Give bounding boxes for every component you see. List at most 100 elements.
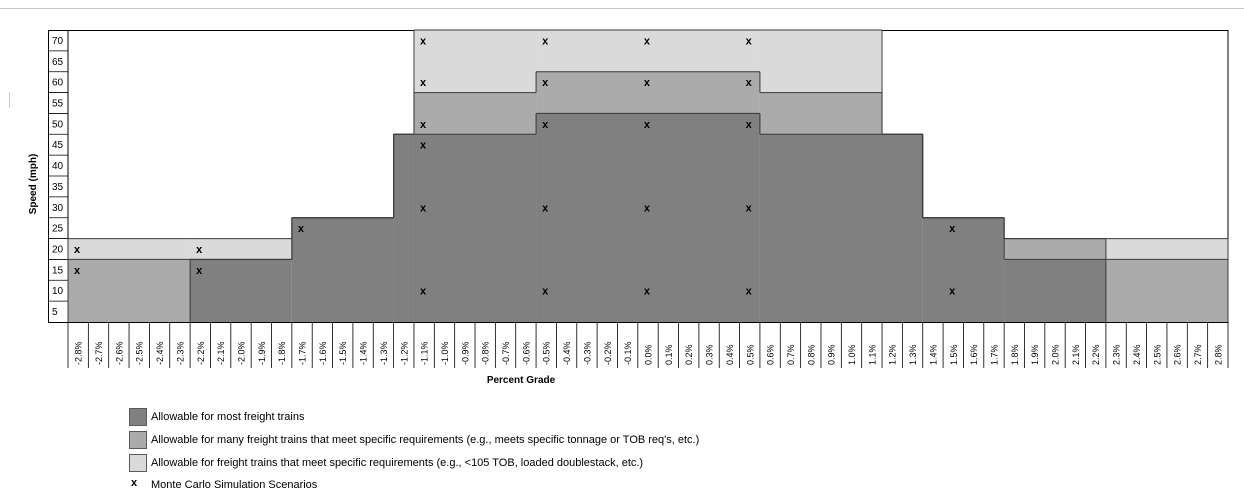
scenario-marker: x xyxy=(420,35,427,47)
x-tick-label: 0.9% xyxy=(827,344,837,365)
x-tick-label: 2.2% xyxy=(1091,344,1101,365)
x-tick-label: 0.8% xyxy=(806,344,816,365)
x-tick-label: -2.5% xyxy=(135,341,145,365)
scenario-marker: x xyxy=(644,119,651,131)
x-tick-label: -0.9% xyxy=(460,341,470,365)
x-tick-label: 1.1% xyxy=(867,344,877,365)
x-tick-label: -1.5% xyxy=(338,341,348,365)
scenario-marker: x xyxy=(949,286,956,298)
scenario-marker: x xyxy=(298,223,305,235)
x-tick-label: 2.8% xyxy=(1213,344,1223,365)
y-axis-title: Speed (mph) xyxy=(28,154,39,215)
scenario-marker: x xyxy=(644,77,651,89)
scenario-marker: x xyxy=(949,223,956,235)
scenario-marker: x xyxy=(74,244,81,256)
x-tick-label: 1.4% xyxy=(928,344,938,365)
legend-marker-x: x xyxy=(131,477,138,489)
x-tick-label: -1.8% xyxy=(277,341,287,365)
x-tick-label: -1.6% xyxy=(318,341,328,365)
x-tick-label: -1.2% xyxy=(399,341,409,365)
region-most xyxy=(291,217,394,322)
region-most xyxy=(393,134,414,322)
y-tick-label: 20 xyxy=(52,245,64,256)
x-tick-label: 1.0% xyxy=(847,344,857,365)
scenario-marker: x xyxy=(542,119,549,131)
legend-label-most: Allowable for most freight trains xyxy=(151,411,305,423)
scenario-marker: x xyxy=(644,35,651,47)
scenario-marker: x xyxy=(542,202,549,214)
scenario-marker: x xyxy=(542,286,549,298)
x-tick-label: -1.7% xyxy=(298,341,308,365)
x-tick-label: 0.5% xyxy=(745,344,755,365)
x-tick-label: -2.1% xyxy=(216,341,226,365)
y-tick-label: 50 xyxy=(52,119,64,130)
x-tick-label: -1.1% xyxy=(420,341,430,365)
x-tick-label: -0.5% xyxy=(542,341,552,365)
region-most xyxy=(536,113,760,322)
x-tick-label: 1.9% xyxy=(1030,344,1040,365)
scenario-marker: x xyxy=(746,202,753,214)
x-tick-label: -2.0% xyxy=(236,341,246,365)
scenario-marker: x xyxy=(746,119,753,131)
y-tick-label: 30 xyxy=(52,203,64,214)
scenario-marker: x xyxy=(420,286,427,298)
y-tick-label: 15 xyxy=(52,265,64,276)
x-tick-label: 2.6% xyxy=(1173,344,1183,365)
x-tick-label: -0.2% xyxy=(603,341,613,365)
y-tick-label: 5 xyxy=(52,307,58,318)
x-tick-label: -0.1% xyxy=(623,341,633,365)
x-axis-ticks: -2.8% -2.7% -2.6% -2.5% -2.4% -2.3% -2.2% -2.1%… xyxy=(67,322,1229,368)
y-tick-label: 40 xyxy=(52,161,64,172)
x-tick-label: -1.9% xyxy=(257,341,267,365)
x-tick-label: 1.3% xyxy=(908,344,918,365)
x-tick-label: -0.7% xyxy=(501,341,511,365)
x-tick-label: 2.3% xyxy=(1112,344,1122,365)
scenario-marker: x xyxy=(746,77,753,89)
x-tick-label: 2.7% xyxy=(1193,344,1203,365)
scenario-marker: x xyxy=(420,140,427,152)
scenario-marker: x xyxy=(420,77,427,89)
region-most xyxy=(759,134,883,322)
x-tick-label: -2.4% xyxy=(155,341,165,365)
x-tick-label: 2.0% xyxy=(1051,344,1061,365)
y-tick-label: 45 xyxy=(52,140,64,151)
x-tick-label: -1.0% xyxy=(440,341,450,365)
y-tick-label: 70 xyxy=(52,36,64,47)
legend-label-some: Allowable for freight trains that meet s… xyxy=(151,457,644,469)
x-axis-title: Percent Grade xyxy=(487,375,556,386)
y-tick-label: 10 xyxy=(52,286,64,297)
scenario-marker: x xyxy=(746,35,753,47)
y-tick-label: 35 xyxy=(52,182,64,193)
legend-swatch-many xyxy=(129,431,147,449)
x-tick-label: 1.2% xyxy=(888,344,898,365)
y-tick-label: 55 xyxy=(52,99,64,110)
region-most xyxy=(922,217,1005,322)
x-tick-label: 0.3% xyxy=(705,344,715,365)
scenario-marker: x xyxy=(746,286,753,298)
scenario-marker: x xyxy=(542,77,549,89)
region-most xyxy=(190,259,292,322)
y-tick-label: 25 xyxy=(52,224,64,235)
x-tick-label: 2.4% xyxy=(1132,344,1142,365)
x-tick-label: -1.4% xyxy=(359,341,369,365)
x-tick-label: 1.7% xyxy=(989,344,999,365)
scenario-marker: x xyxy=(644,202,651,214)
x-tick-label: -0.3% xyxy=(582,341,592,365)
x-tick-label: -0.4% xyxy=(562,341,572,365)
x-tick-label: -0.8% xyxy=(481,341,491,365)
legend-swatch-some xyxy=(129,454,147,472)
scenario-marker: x xyxy=(420,119,427,131)
x-tick-label: -2.6% xyxy=(114,341,124,365)
region-many xyxy=(1105,259,1228,322)
scenario-marker: x xyxy=(74,265,81,277)
region-many xyxy=(68,259,191,322)
region-most xyxy=(413,134,537,322)
legend-label-many: Allowable for many freight trains that m… xyxy=(151,434,700,446)
x-tick-label: -2.3% xyxy=(175,341,185,365)
scenario-marker: x xyxy=(196,265,203,277)
x-tick-label: -2.7% xyxy=(94,341,104,365)
region-most xyxy=(882,134,923,322)
region-outlines xyxy=(67,29,1229,322)
